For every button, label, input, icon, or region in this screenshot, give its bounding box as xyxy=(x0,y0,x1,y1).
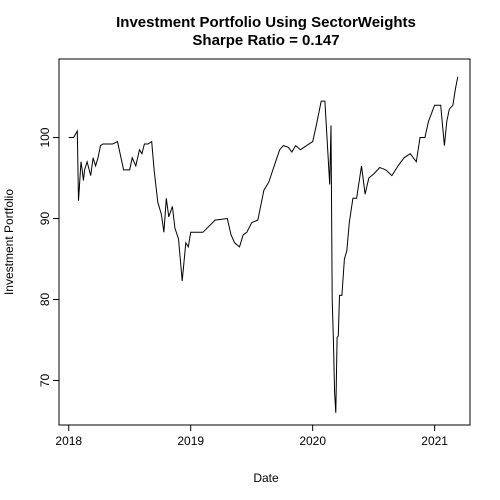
y-tick-label: 70 xyxy=(38,373,52,387)
x-axis-label: Date xyxy=(253,471,279,485)
y-tick-label: 100 xyxy=(38,127,52,147)
portfolio-line xyxy=(68,76,459,413)
y-axis-label: Investment Portfolio xyxy=(2,189,16,295)
x-axis: 2018 2019 2020 2021 xyxy=(55,425,448,448)
chart-subtitle: Sharpe Ratio = 0.147 xyxy=(192,32,339,49)
y-tick-label: 80 xyxy=(38,292,52,306)
plot-frame xyxy=(58,58,471,426)
y-tick-label: 90 xyxy=(38,212,52,226)
y-axis: 70 80 90 100 xyxy=(38,127,59,387)
x-tick-label: 2021 xyxy=(421,434,448,448)
x-tick-label: 2020 xyxy=(299,434,326,448)
chart-title: Investment Portfolio Using SectorWeights xyxy=(116,14,416,31)
x-tick-label: 2019 xyxy=(177,434,204,448)
x-tick-label: 2018 xyxy=(55,434,82,448)
